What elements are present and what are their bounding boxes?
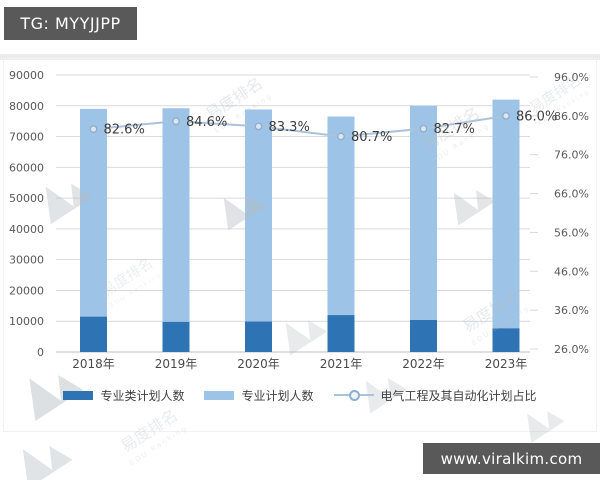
legend-item-ratio-line: 电气工程及其自动化计划占比 [333,387,537,404]
right-axis-tick: 66.0% [554,188,589,201]
data-label: 82.7% [434,122,475,137]
legend-item-major-plan: 专业计划人数 [204,387,314,404]
line-marker [172,117,180,126]
watermark [365,378,408,414]
bar-segment-major-plan [162,108,190,322]
data-label: 84.6% [186,115,227,130]
data-label: 86.0% [516,109,557,124]
legend-item-class-plan: 专业类计划人数 [63,387,184,404]
right-axis-tick: 96.0% [554,71,589,84]
line-marker [502,111,510,120]
brand-logo-icon [547,411,565,432]
bar-segment-class-plan [162,321,190,352]
left-axis-tick: 90000 [9,69,44,82]
line-marker [89,125,98,133]
x-axis-label: 2022年 [402,357,445,371]
data-label: 82.6% [104,123,145,138]
line-marker [254,122,263,131]
left-axis-tick: 60000 [9,161,44,174]
bar-segment-major-plan [492,99,520,329]
website-badge: www.viralkim.com [423,443,600,474]
left-axis-tick: 30000 [9,254,44,267]
left-axis-tick: 70000 [9,131,44,144]
top-divider [0,54,600,60]
legend-swatch-dark-bar [63,390,94,400]
legend-label: 电气工程及其自动化计划占比 [380,388,537,403]
legend-label: 专业计划人数 [241,388,314,403]
brand-logo-icon [245,195,266,218]
legend-swatch-light-bar [204,390,235,400]
line-marker [419,124,428,133]
brand-logo-icon [365,380,393,414]
brand-logo-icon [475,190,496,213]
brand-logo-icon [223,197,251,231]
x-axis-label: 2021年 [320,357,363,371]
bar-segment-class-plan [492,328,520,352]
bar-segment-class-plan [245,321,272,352]
right-axis-tick: 86.0% [554,110,589,123]
bar-segment-class-plan [80,316,107,352]
brand-logo-icon [285,322,313,356]
brand-logo-icon [71,183,94,210]
right-axis-tick: 56.0% [554,226,589,239]
brand-logo-icon [527,413,551,443]
left-axis-tick: 50000 [9,192,44,205]
bar-segment-major-plan [410,105,437,320]
left-axis-tick: 20000 [9,284,44,297]
x-axis-label: 2019年 [155,357,198,371]
data-label: 80.7% [351,130,392,145]
watermark [22,446,73,480]
bar-segment-major-plan [245,109,272,322]
x-axis-label: 2020年 [237,357,280,371]
left-axis-tick: 80000 [9,100,44,113]
bar-segment-class-plan [410,319,437,352]
right-axis-tick: 76.0% [554,149,589,162]
telegram-handle-badge: TG: MYYJJPP [4,7,137,40]
left-axis-tick: 10000 [9,315,44,328]
brand-logo-icon [307,320,328,343]
brand-logo-icon [29,378,64,422]
watermark [453,190,496,226]
brand-logo-icon [45,186,76,225]
watermark [223,195,266,231]
watermark [527,411,565,443]
legend-line-marker-icon [333,390,374,401]
bar-segment-class-plan [327,315,355,352]
right-axis-tick: 36.0% [554,304,589,317]
watermark [45,183,94,225]
brand-logo-icon [453,192,481,226]
brand-logo-icon [49,446,73,473]
legend-label: 专业类计划人数 [100,388,185,403]
bar-segment-major-plan [327,116,355,316]
chart-panel-border [3,58,597,432]
trend-line [93,114,507,138]
x-axis-label: 2023年 [485,357,528,371]
line-marker [337,132,345,141]
right-axis-tick: 46.0% [554,265,589,278]
left-axis-tick: 0 [37,346,44,359]
right-axis-tick: 26.0% [554,343,589,356]
chart-legend: 专业类计划人数 专业计划人数 电气工程及其自动化计划占比 [0,383,600,407]
bar-segment-major-plan [80,108,107,317]
watermark [285,320,328,356]
brand-logo-icon [387,378,408,401]
x-axis-label: 2018年 [72,357,115,371]
data-label: 83.3% [269,120,310,135]
left-axis-tick: 40000 [9,223,44,236]
brand-logo-icon [22,449,55,480]
